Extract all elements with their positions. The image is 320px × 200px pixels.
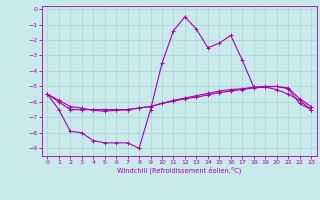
X-axis label: Windchill (Refroidissement éolien,°C): Windchill (Refroidissement éolien,°C)	[117, 167, 241, 174]
